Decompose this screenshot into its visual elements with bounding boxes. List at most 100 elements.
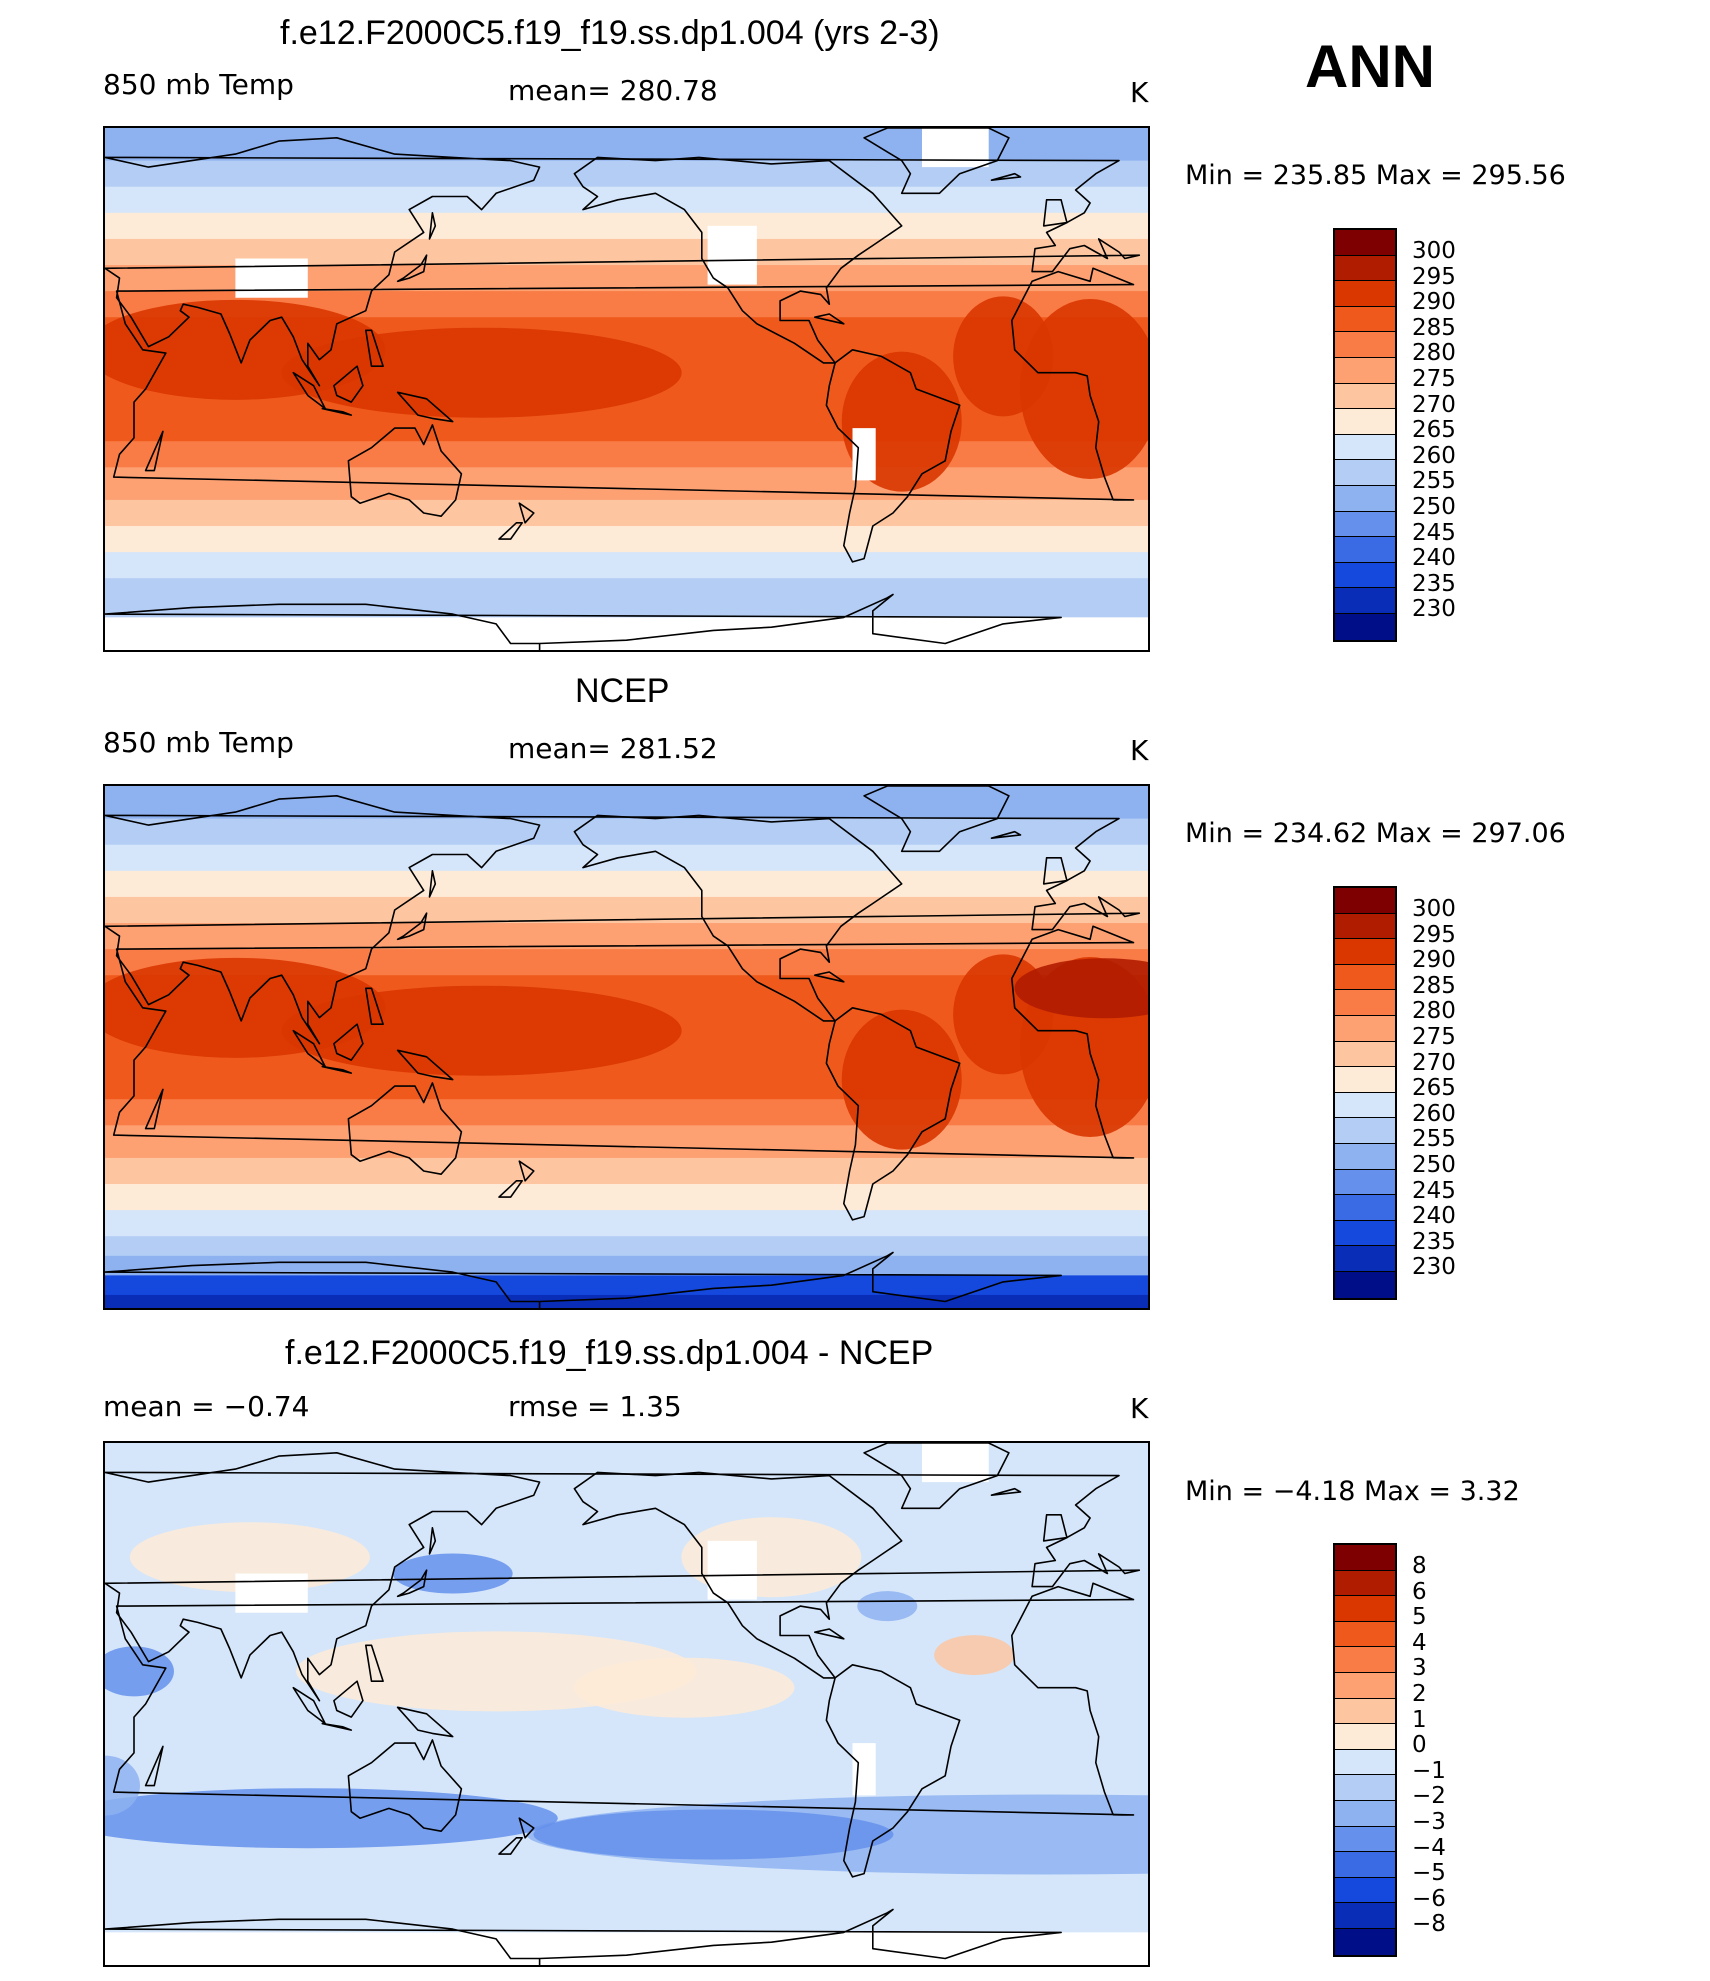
colorbar-label: 5 [1412, 1604, 1427, 1631]
colorbar-box [1335, 409, 1395, 435]
colorbar-box [1335, 1271, 1395, 1298]
panel1-map [103, 126, 1150, 652]
panel3-map [103, 1441, 1150, 1967]
colorbar-box [1335, 434, 1395, 461]
colorbar-box [1335, 1545, 1395, 1571]
colorbar-label: 8 [1412, 1553, 1427, 1579]
colorbar-box [1335, 357, 1395, 384]
colorbar-box [1335, 913, 1395, 940]
colorbar-box [1335, 1800, 1395, 1827]
colorbar-box [1335, 990, 1395, 1016]
colorbar-label: 1 [1412, 1706, 1427, 1733]
colorbar-label: 260 [1412, 1100, 1456, 1127]
colorbar-box [1335, 1877, 1395, 1904]
colorbar-box [1335, 1724, 1395, 1750]
panel2-title: NCEP [575, 672, 670, 710]
colorbar-label: −1 [1412, 1757, 1446, 1784]
colorbar-box [1335, 537, 1395, 563]
colorbar-label: −5 [1412, 1860, 1446, 1887]
colorbar-label: 270 [1412, 391, 1456, 418]
panel1-units: K [1130, 76, 1149, 109]
colorbar-label: 270 [1412, 1049, 1456, 1076]
colorbar-label: 300 [1412, 896, 1456, 922]
colorbar-box [1335, 1092, 1395, 1119]
colorbar-label: 240 [1412, 545, 1456, 572]
colorbar-label: 290 [1412, 289, 1456, 316]
season-label: ANN [1305, 33, 1435, 100]
colorbar-label: −3 [1412, 1809, 1446, 1835]
panel1-mean-label: mean= 280.78 [508, 74, 718, 107]
colorbar-box [1335, 964, 1395, 991]
panel2-mean-label: mean= 281.52 [508, 732, 718, 765]
colorbar-label: 250 [1412, 1152, 1456, 1178]
panel2-min-max: Min = 234.62 Max = 297.06 [1185, 818, 1566, 849]
panel1-variable-label: 850 mb Temp [103, 68, 294, 101]
colorbar-label: 265 [1412, 1075, 1456, 1102]
colorbar-box [1335, 1698, 1395, 1725]
colorbar-label: 230 [1412, 596, 1456, 623]
colorbar-box [1335, 485, 1395, 512]
colorbar-box [1335, 1067, 1395, 1093]
colorbar-box [1335, 613, 1395, 640]
colorbar-label: 235 [1412, 570, 1456, 597]
colorbar-box [1335, 1647, 1395, 1673]
colorbar-label: 240 [1412, 1203, 1456, 1230]
colorbar-label: −6 [1412, 1885, 1446, 1912]
colorbar-label: 275 [1412, 366, 1456, 392]
colorbar-label: 295 [1412, 263, 1456, 290]
colorbar-label: 285 [1412, 314, 1456, 341]
colorbar-box [1335, 1852, 1395, 1878]
colorbar-box [1335, 383, 1395, 410]
colorbar-box [1335, 1118, 1395, 1144]
colorbar-box [1335, 1570, 1395, 1597]
colorbar-label: 3 [1412, 1655, 1427, 1682]
colorbar-box [1335, 1220, 1395, 1247]
panel3-title: f.e12.F2000C5.f19_f19.ss.dp1.004 - NCEP [285, 1334, 934, 1372]
colorbar-label: −8 [1412, 1911, 1446, 1938]
colorbar-box [1335, 888, 1395, 914]
colorbar-box [1335, 588, 1395, 614]
colorbar-label: 4 [1412, 1629, 1427, 1656]
colorbar-box [1335, 332, 1395, 358]
panel3-min-max: Min = −4.18 Max = 3.32 [1185, 1476, 1520, 1507]
panel1-title: f.e12.F2000C5.f19_f19.ss.dp1.004 (yrs 2-… [280, 14, 940, 52]
colorbar-label: 285 [1412, 972, 1456, 999]
colorbar-box [1335, 1015, 1395, 1042]
panel2-units: K [1130, 734, 1149, 767]
colorbar-box [1335, 1749, 1395, 1776]
colorbar-label: 2 [1412, 1681, 1427, 1707]
colorbar-box [1335, 1775, 1395, 1801]
colorbar-label: 230 [1412, 1254, 1456, 1281]
colorbar-box [1335, 1596, 1395, 1622]
colorbar-box [1335, 511, 1395, 538]
colorbar-label: 280 [1412, 998, 1456, 1025]
colorbar-box [1335, 1143, 1395, 1170]
colorbar-label: 245 [1412, 1177, 1456, 1204]
colorbar-box [1335, 1903, 1395, 1929]
colorbar-box [1335, 281, 1395, 307]
panel3-colorbar [1333, 1543, 1397, 1957]
colorbar-label: 280 [1412, 340, 1456, 367]
colorbar-box [1335, 230, 1395, 256]
colorbar-box [1335, 306, 1395, 333]
colorbar-box [1335, 1672, 1395, 1699]
colorbar-label: 260 [1412, 442, 1456, 469]
colorbar-box [1335, 1041, 1395, 1068]
colorbar-box [1335, 1928, 1395, 1955]
colorbar-label: 290 [1412, 947, 1456, 974]
colorbar-label: −4 [1412, 1834, 1446, 1861]
colorbar-label: 295 [1412, 921, 1456, 948]
colorbar-label: 265 [1412, 417, 1456, 444]
panel1-min-max: Min = 235.85 Max = 295.56 [1185, 160, 1566, 191]
colorbar-box [1335, 1621, 1395, 1648]
colorbar-box [1335, 460, 1395, 486]
colorbar-label: 6 [1412, 1578, 1427, 1605]
panel1-colorbar [1333, 228, 1397, 642]
colorbar-label: 250 [1412, 494, 1456, 520]
colorbar-box [1335, 1195, 1395, 1221]
colorbar-box [1335, 1169, 1395, 1196]
panel2-map [103, 784, 1150, 1310]
colorbar-label: 255 [1412, 468, 1456, 495]
panel2-colorbar [1333, 886, 1397, 1300]
panel3-rmse-label: rmse = 1.35 [508, 1390, 682, 1423]
